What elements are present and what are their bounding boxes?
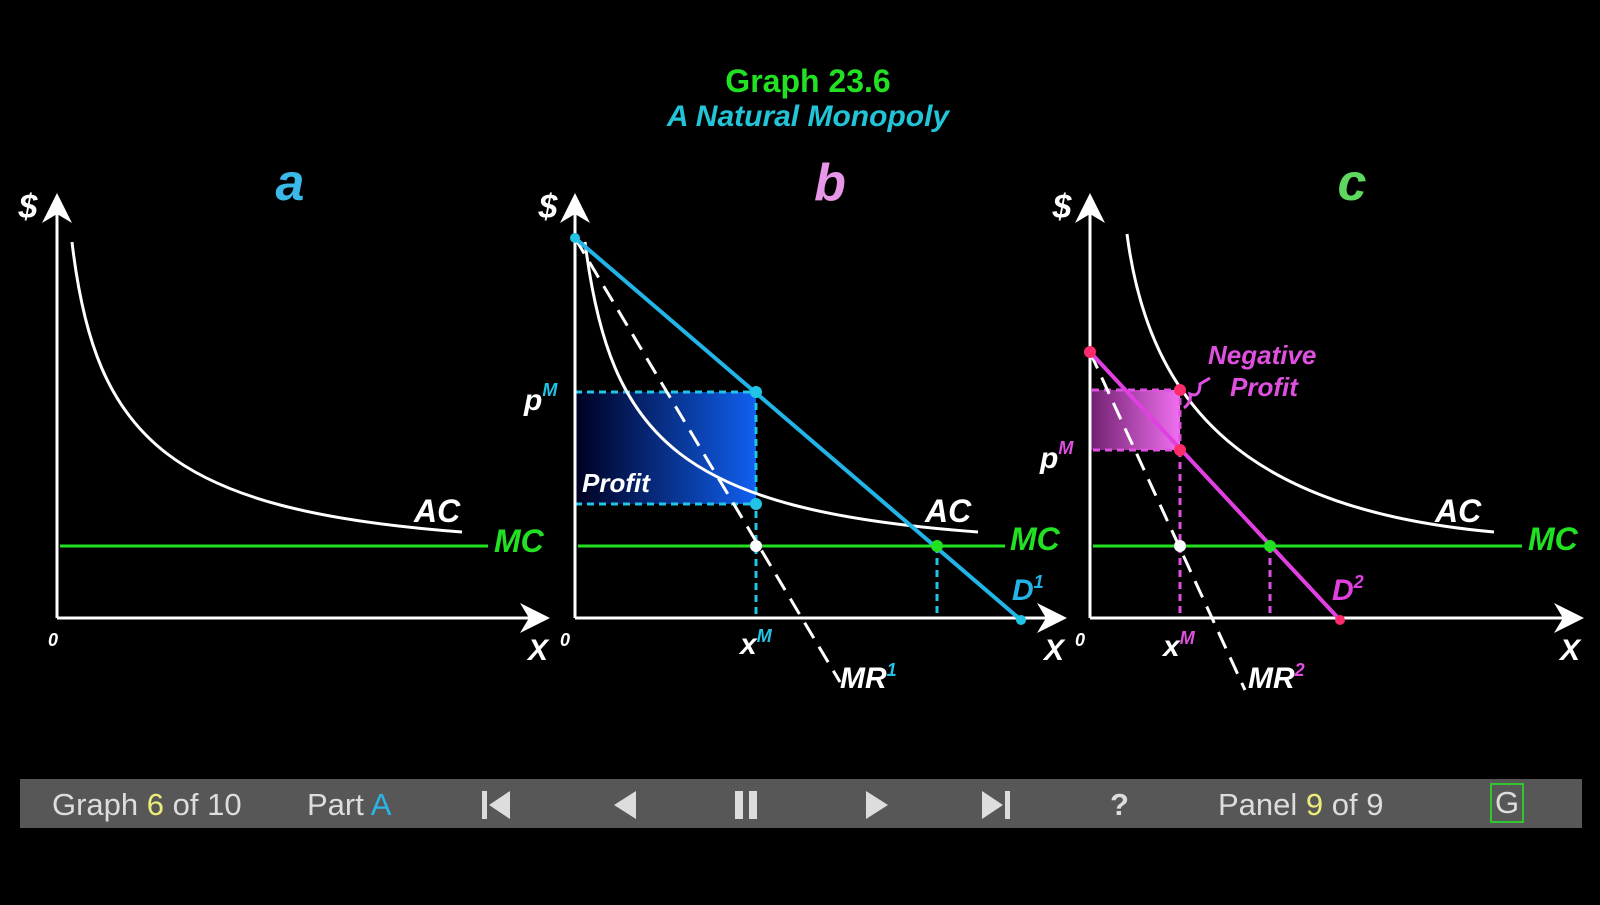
help-button[interactable]: ? (1110, 787, 1129, 822)
graph-subtitle: A Natural Monopoly (666, 100, 951, 133)
y-axis-label: $ (538, 188, 559, 226)
mr-line (1088, 351, 1247, 691)
part-indicator: Part A (307, 787, 392, 822)
profit-area (575, 392, 756, 504)
panel-c: c $ 0 X pM xM Negative Profit AC MC D2 M… (1039, 154, 1584, 695)
last-button[interactable] (980, 789, 1012, 821)
mr-label: MR1 (840, 660, 897, 695)
panel-a: a $ 0 X AC MC (18, 154, 550, 667)
demand-line (573, 236, 1023, 622)
previous-button[interactable] (610, 789, 640, 821)
mc-label: MC (1010, 521, 1061, 557)
quantity-label: xM (738, 626, 773, 661)
negative-profit-label-1: Negative (1208, 340, 1316, 370)
guide-lines (1092, 388, 1272, 618)
first-button[interactable] (480, 789, 512, 821)
profit-label: Profit (582, 468, 651, 498)
mr-line (573, 237, 842, 683)
x-axis-label: X (526, 634, 550, 667)
panel-label: c (1338, 154, 1367, 212)
origin-label: 0 (1075, 630, 1085, 650)
panel-b: b $ 0 X pM xM Profit AC MC D1 MR1 (523, 154, 1067, 695)
ac-curve (1125, 233, 1495, 534)
quantity-label: xM (1161, 628, 1196, 663)
mc-label: MC (1528, 521, 1579, 557)
panel-counter: Panel 9 of 9 (1218, 787, 1384, 822)
x-axis-label: X (1042, 634, 1066, 667)
ac-curve (70, 241, 463, 534)
price-label: pM (1039, 438, 1074, 475)
origin-label: 0 (48, 630, 58, 650)
price-label: pM (523, 380, 558, 417)
demand-line (1088, 350, 1342, 622)
graph-title: Graph 23.6 (725, 63, 890, 99)
mr-label: MR2 (1248, 660, 1305, 695)
pause-button[interactable] (732, 789, 762, 821)
negative-profit-label-2: Profit (1230, 372, 1299, 402)
ac-curve (583, 241, 979, 534)
panel-label: a (276, 154, 305, 212)
y-axis-label: $ (18, 188, 39, 226)
navigation-toolbar: Graph 6 of 10 Part A ? Panel 9 of 9 G (20, 779, 1582, 828)
ac-label: AC (924, 493, 972, 529)
graph-counter: Graph 6 of 10 (52, 787, 242, 822)
demand-label: D2 (1332, 572, 1364, 607)
origin-label: 0 (560, 630, 570, 650)
x-axis-label: X (1558, 634, 1582, 667)
ac-label: AC (413, 493, 461, 529)
next-button[interactable] (862, 789, 892, 821)
mc-label: MC (494, 523, 545, 559)
g-button[interactable]: G (1490, 783, 1525, 823)
panel-label: b (814, 154, 846, 212)
ac-label: AC (1434, 493, 1482, 529)
pointer-arrow-icon (1183, 376, 1211, 410)
y-axis-label: $ (1052, 188, 1073, 226)
demand-label: D1 (1012, 572, 1044, 607)
